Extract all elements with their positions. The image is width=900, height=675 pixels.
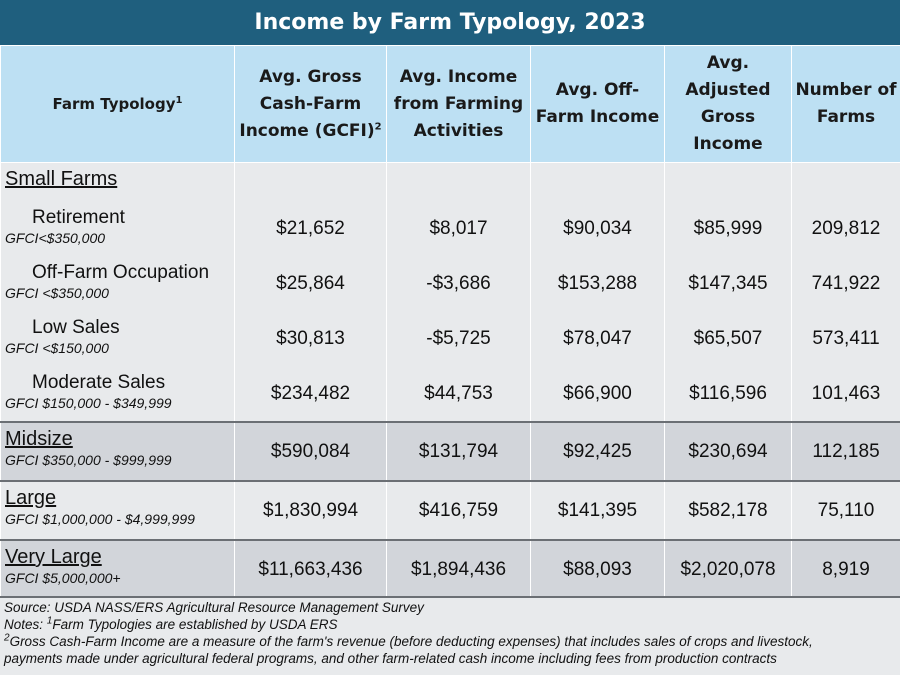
header-adjusted-gross-income: Avg. Adjusted Gross Income (664, 45, 792, 163)
page-title: Income by Farm Typology, 2023 (0, 0, 900, 45)
gcfi-cell: $21,652 (234, 201, 387, 256)
farming-income-cell: $8,017 (386, 201, 531, 256)
footnotes: Source: USDA NASS/ERS Agricultural Resou… (0, 596, 900, 675)
header-number-of-farms: Number of Farms (791, 45, 900, 163)
agi-cell: $2,020,078 (664, 539, 792, 598)
off-farm-income-cell: $90,034 (530, 201, 665, 256)
gcfi-cell: $1,830,994 (234, 480, 387, 540)
gcfi-cell: $25,864 (234, 256, 387, 311)
typology-range: GFCI <$150,000 (5, 340, 109, 356)
group-title: Midsize (5, 428, 73, 450)
group-title: Very Large (5, 546, 102, 568)
farms-cell: 573,411 (791, 311, 900, 366)
farming-income-cell: $416,759 (386, 480, 531, 540)
agi-cell: $116,596 (664, 366, 792, 422)
agi-cell: $65,507 (664, 311, 792, 366)
gcfi-cell: $30,813 (234, 311, 387, 366)
off-farm-income-cell: $141,395 (530, 480, 665, 540)
off-farm-income-cell: $66,900 (530, 366, 665, 422)
typology-name: Off-Farm Occupation (32, 262, 210, 283)
farms-cell: 741,922 (791, 256, 900, 311)
table-row: Midsize GFCI $350,000 - $999,999 $590,084… (0, 421, 900, 481)
farms-cell: 8,919 (791, 539, 900, 598)
typology-name: Moderate Sales (32, 372, 166, 393)
source-note: Source: USDA NASS/ERS Agricultural Resou… (4, 600, 424, 615)
gcfi-cell: $590,084 (234, 421, 387, 481)
note-1: Notes: 1Farm Typologies are established … (4, 615, 338, 632)
agi-cell: $582,178 (664, 480, 792, 540)
table-row: Large GFCI $1,000,000 - $4,999,999 $1,830… (0, 480, 900, 540)
farming-income-cell: $44,753 (386, 366, 531, 422)
agi-cell: $147,345 (664, 256, 792, 311)
typology-range: GFCI $1,000,000 - $4,999,999 (5, 511, 195, 527)
typology-range: GFCI <$350,000 (5, 285, 109, 301)
gcfi-cell: $11,663,436 (234, 539, 387, 598)
off-farm-income-cell: $88,093 (530, 539, 665, 598)
small-farms-header-row: Small Farms (0, 162, 900, 201)
group-title: Large (5, 487, 57, 509)
table-row: Off-Farm Occupation GFCI <$350,000 $25,86… (0, 256, 900, 311)
farming-income-cell: -$3,686 (386, 256, 531, 311)
typology-name: Low Sales (32, 317, 120, 338)
header-gcfi: Avg. Gross Cash-Farm Income (GCFI)2 (234, 45, 387, 163)
farms-cell: 112,185 (791, 421, 900, 481)
farming-income-cell: $1,894,436 (386, 539, 531, 598)
typology-range: GFCI<$350,000 (5, 230, 106, 246)
off-farm-income-cell: $78,047 (530, 311, 665, 366)
income-table: Farm Typology1 Avg. Gross Cash-Farm Inco… (0, 45, 900, 598)
typology-range: GFCI $150,000 - $349,999 (5, 395, 172, 411)
table-row: Low Sales GFCI <$150,000 $30,813 -$5,725 … (0, 311, 900, 366)
header-typology: Farm Typology1 (0, 45, 235, 163)
table-row: Very Large GFCI $5,000,000+ $11,663,436 $… (0, 539, 900, 598)
typology-name: Retirement (32, 207, 125, 228)
off-farm-income-cell: $153,288 (530, 256, 665, 311)
typology-range: GFCI $5,000,000+ (5, 570, 121, 586)
note-2: 2Gross Cash-Farm Income are a measure of… (4, 632, 813, 649)
agi-cell: $85,999 (664, 201, 792, 256)
off-farm-income-cell: $92,425 (530, 421, 665, 481)
header-row: Farm Typology1 Avg. Gross Cash-Farm Inco… (0, 45, 900, 163)
group-title: Small Farms (5, 168, 118, 190)
farming-income-cell: $131,794 (386, 421, 531, 481)
header-farming-income: Avg. Income from Farming Activities (386, 45, 531, 163)
farms-cell: 209,812 (791, 201, 900, 256)
gcfi-cell: $234,482 (234, 366, 387, 422)
table-row: Moderate Sales GFCI $150,000 - $349,999 $… (0, 366, 900, 422)
farms-cell: 101,463 (791, 366, 900, 422)
farming-income-cell: -$5,725 (386, 311, 531, 366)
note-2-continued: payments made under agricultural federal… (4, 651, 777, 666)
typology-range: GFCI $350,000 - $999,999 (5, 452, 172, 468)
small-farms-title-cell: Small Farms (0, 162, 235, 201)
agi-cell: $230,694 (664, 421, 792, 481)
header-off-farm-income: Avg. Off-Farm Income (530, 45, 665, 163)
table-row: Retirement GFCI<$350,000 $21,652 $8,017 $… (0, 201, 900, 256)
farms-cell: 75,110 (791, 480, 900, 540)
